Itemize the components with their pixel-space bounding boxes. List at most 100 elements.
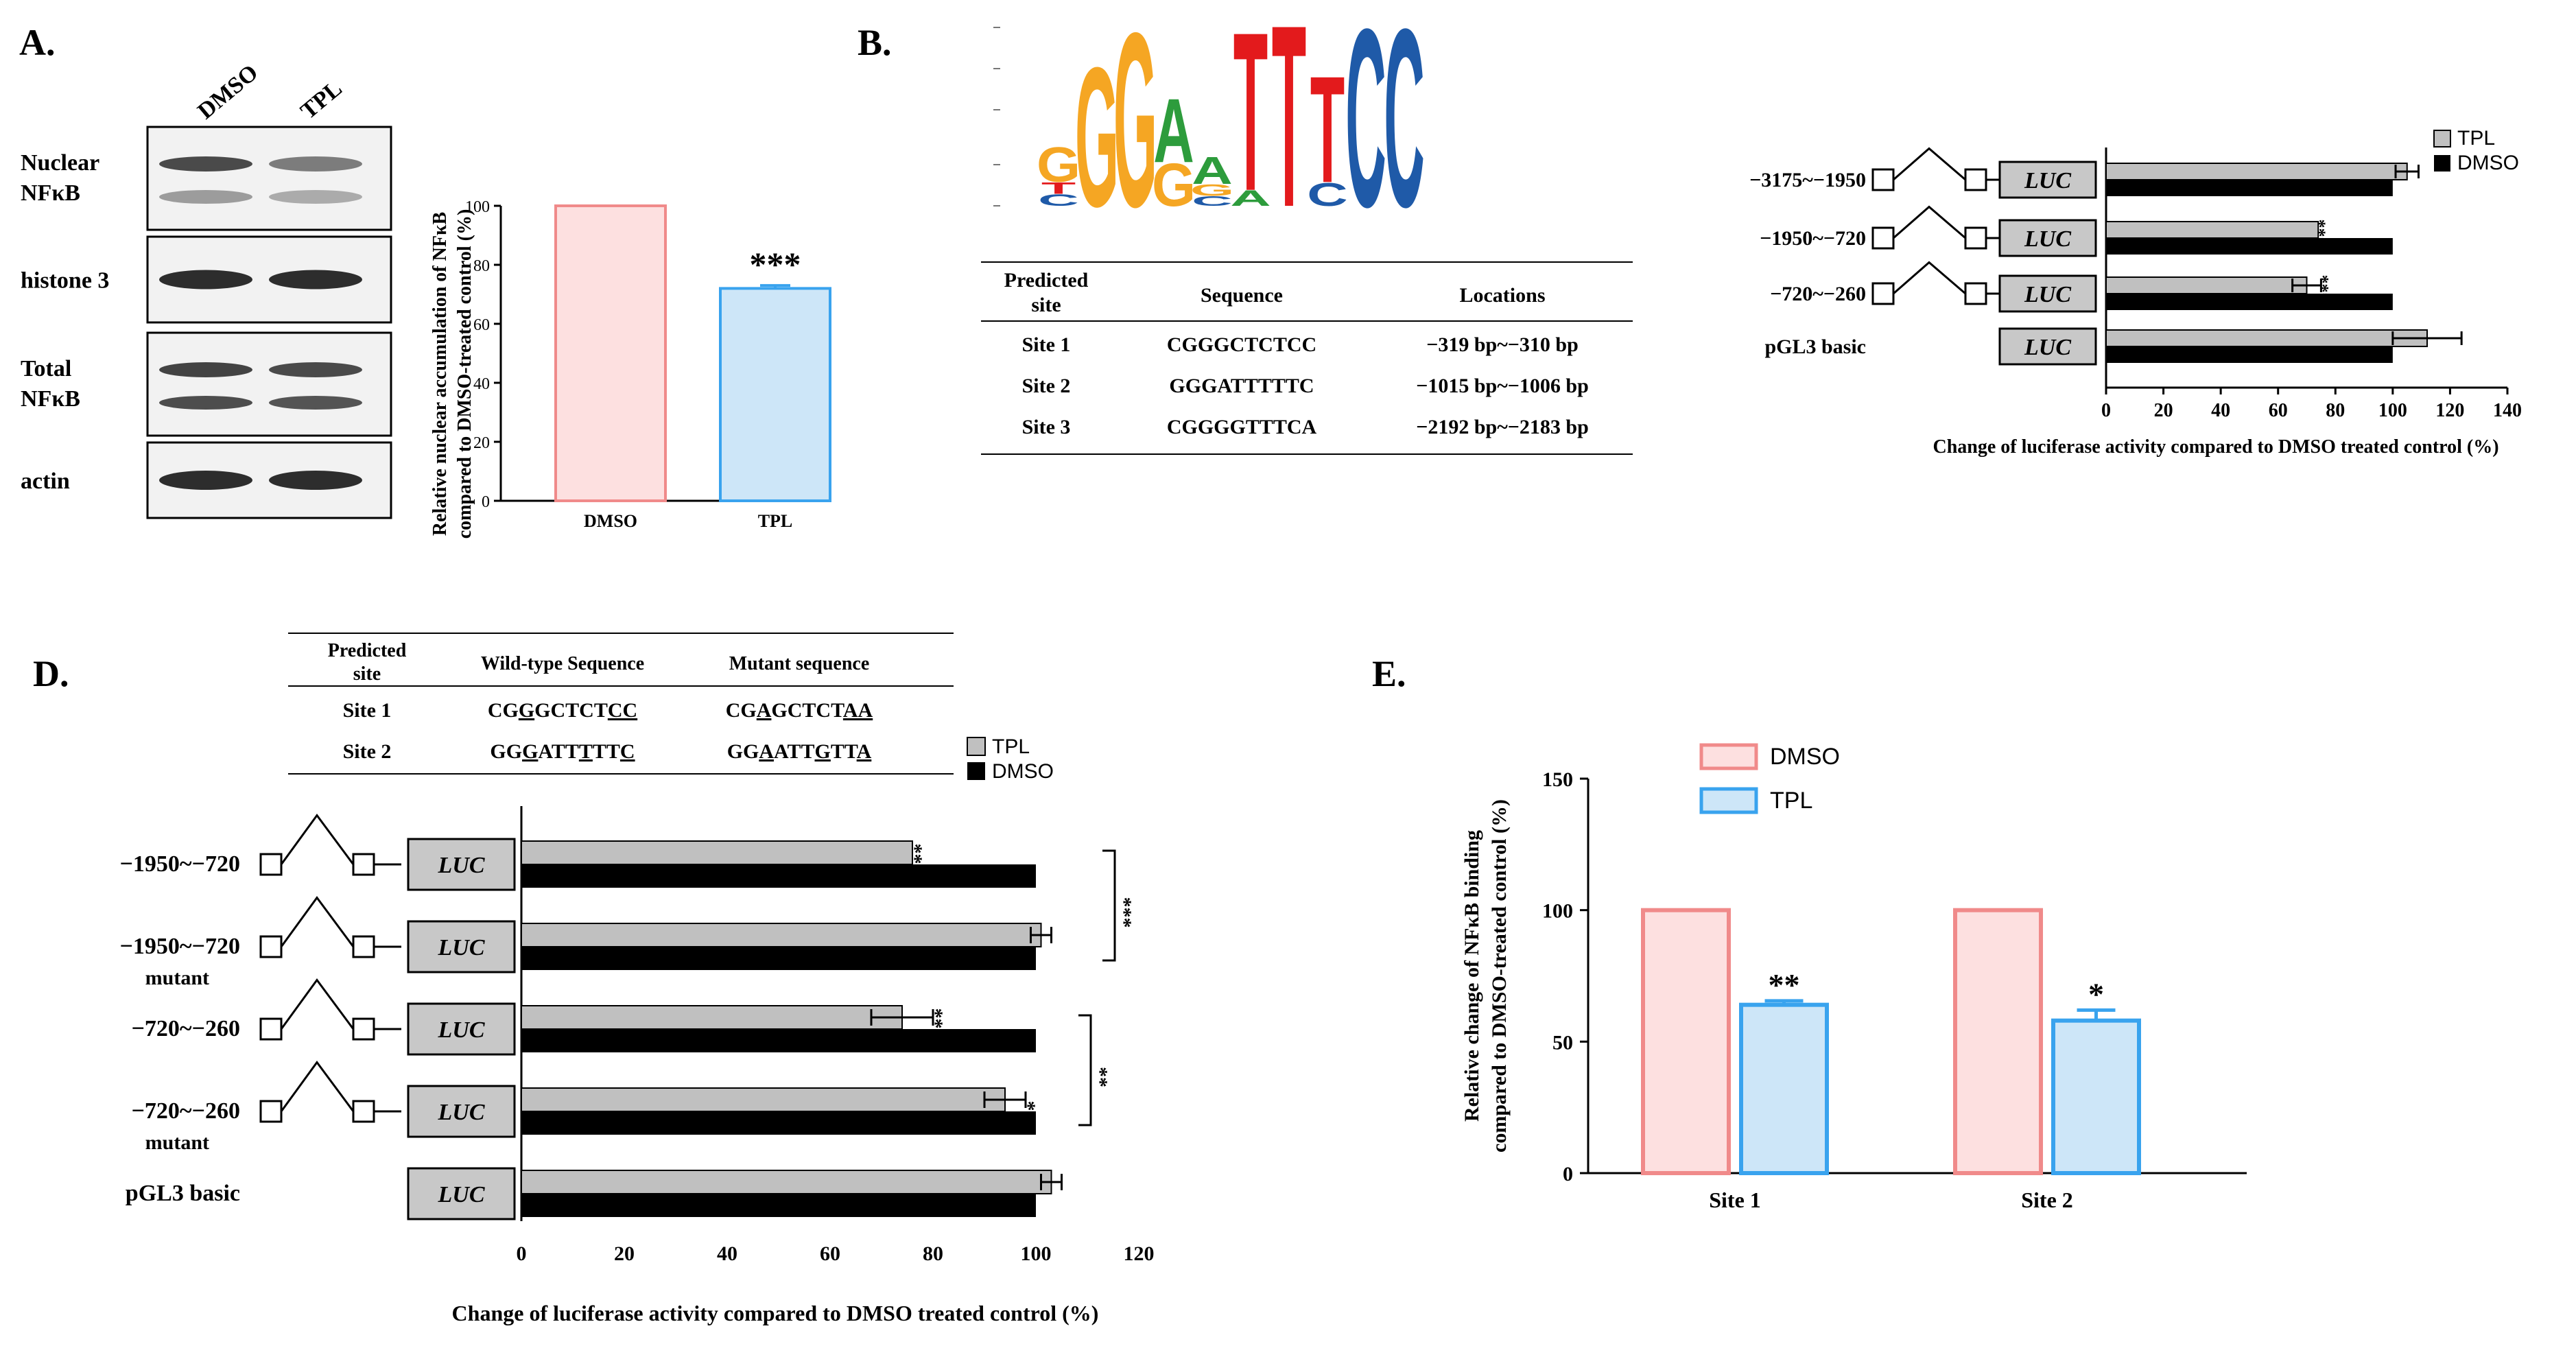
bar-dmso — [521, 947, 1036, 970]
legend-swatch-tpl — [1699, 787, 1758, 814]
sequence-segment: A — [757, 699, 772, 722]
exon-box — [352, 1017, 375, 1041]
panel-e: 0 50 100 150 ** Site 1 * Site 2 Relative change … — [1461, 743, 2247, 1212]
y-axis-label: compared to DMSO-treated control (%) — [1488, 799, 1511, 1153]
blot-band — [269, 190, 362, 204]
y-tick-label: 100 — [465, 198, 490, 216]
exon-box — [1964, 226, 1987, 250]
bar-dmso — [2106, 238, 2393, 255]
logo-letter: G — [1152, 152, 1196, 219]
intron-line — [280, 813, 355, 865]
significance-label: *** — [750, 245, 801, 283]
construct-label: −720~−260 — [132, 1098, 240, 1124]
blot-label: Nuclear — [21, 150, 99, 176]
bar-tpl — [2105, 329, 2428, 347]
table-cell: Site 2 — [343, 740, 392, 763]
sequence-segment: G — [519, 699, 534, 722]
exon-box — [352, 1100, 375, 1123]
construct-label: −720~−260 — [1770, 283, 1866, 305]
legend-label: TPL — [992, 735, 1030, 758]
significance-label: * — [2088, 976, 2104, 1011]
significance-label: *** — [2317, 275, 2337, 302]
sequence-segment: CG — [488, 699, 519, 722]
y-tick-label: 0 — [482, 493, 490, 511]
table-cell: CGGGCTCTCC — [488, 699, 637, 722]
bracket — [1078, 1014, 1092, 1126]
luc-label: LUC — [2024, 335, 2071, 360]
exon-box — [1871, 282, 1895, 305]
table-cell: CGGGGTTTCA — [1167, 416, 1317, 438]
blot-band — [269, 471, 362, 490]
blot-band — [269, 156, 362, 172]
sequence-segment: TT — [831, 740, 858, 763]
table-cell: −1015 bp~−1006 bp — [1416, 375, 1589, 397]
blot-label: Total — [21, 356, 71, 381]
logo-letter: G — [1037, 138, 1080, 193]
logo-letter: T — [1041, 179, 1076, 198]
exon-box — [352, 935, 375, 958]
blot-band — [159, 396, 252, 410]
luc-label: LUC — [438, 853, 485, 878]
legend-swatch-tpl — [967, 737, 986, 756]
exon-box — [1964, 282, 1987, 305]
sequence-segment: GG — [727, 740, 759, 763]
bar — [1739, 1002, 1829, 1175]
logo-letter: C — [1307, 176, 1347, 213]
significance-label: *** — [930, 1008, 953, 1039]
x-tick-label: 80 — [923, 1242, 943, 1265]
significance-label: ** — [1769, 967, 1800, 1002]
blot-label: NFκB — [21, 180, 80, 206]
blot-band — [269, 362, 362, 377]
y-tick-label: 50 — [1552, 1031, 1573, 1054]
y-tick-label: 0 — [1563, 1163, 1573, 1185]
construct-label: −1950~−720 — [120, 851, 240, 877]
x-tick-label: 20 — [2154, 400, 2173, 421]
bar-dmso — [521, 864, 1036, 888]
exon-box — [259, 935, 283, 958]
luc-label: LUC — [438, 1182, 485, 1207]
sequence-segment: GCTCT — [771, 699, 844, 722]
bar-dmso — [521, 1111, 1036, 1135]
legend-label: TPL — [2457, 127, 2495, 150]
luc-box — [407, 1085, 516, 1138]
bar-tpl — [2105, 221, 2319, 239]
blot-label: histone 3 — [21, 268, 109, 294]
exon-box — [1964, 168, 1987, 191]
sequence-segment: CC — [608, 699, 637, 722]
table-cell: GGGATTTTTC — [490, 740, 635, 763]
legend-swatch-dmso — [1699, 743, 1758, 770]
intron-line — [280, 1060, 355, 1112]
x-tick-label: 80 — [2326, 400, 2345, 421]
table-cell: Site 2 — [1022, 375, 1071, 397]
logo-letter: A — [1153, 80, 1194, 182]
blot-band — [269, 396, 362, 410]
intron-line — [1893, 205, 1966, 239]
legend-label: DMSO — [2457, 152, 2519, 174]
intron-line — [1893, 147, 1966, 181]
y-tick-label: 60 — [473, 316, 490, 334]
bar-dmso — [521, 1194, 1036, 1217]
bar-tpl — [521, 1170, 1052, 1194]
significance-label: *** — [2315, 220, 2335, 246]
construct-label: mutant — [145, 1131, 209, 1154]
blot-band — [159, 156, 252, 172]
luc-box — [407, 1002, 516, 1056]
table-header: site — [353, 663, 381, 685]
bar-dmso — [2106, 294, 2393, 310]
exon-box — [259, 1100, 283, 1123]
exon-box — [259, 1017, 283, 1041]
construct-label: pGL3 basic — [126, 1181, 240, 1206]
bar — [554, 204, 667, 502]
blot-band — [159, 190, 252, 204]
blot-band — [159, 471, 252, 490]
logo-letter: C — [1384, 0, 1424, 260]
x-tick-label: 120 — [2435, 400, 2464, 421]
blot-band — [159, 362, 252, 377]
logo-letter: G — [1113, 0, 1157, 259]
table-header: site — [1031, 294, 1061, 316]
sequence-segment: A — [857, 740, 872, 763]
logo-letter: G — [1190, 181, 1234, 200]
table-header: Wild-type Sequence — [481, 653, 644, 674]
luc-box — [407, 838, 516, 891]
